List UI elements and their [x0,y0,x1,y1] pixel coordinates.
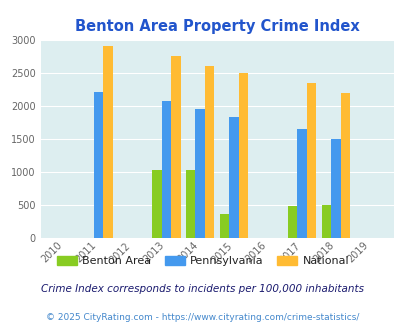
Bar [330,139,340,238]
Title: Benton Area Property Crime Index: Benton Area Property Crime Index [75,19,359,34]
Bar [220,214,229,238]
Bar [185,170,195,238]
Bar [205,66,214,238]
Bar [103,46,112,238]
Text: Crime Index corresponds to incidents per 100,000 inhabitants: Crime Index corresponds to incidents per… [41,284,364,294]
Bar [321,205,330,238]
Legend: Benton Area, Pennsylvania, National: Benton Area, Pennsylvania, National [52,251,353,271]
Bar [239,73,248,238]
Bar [171,56,180,238]
Text: © 2025 CityRating.com - https://www.cityrating.com/crime-statistics/: © 2025 CityRating.com - https://www.city… [46,313,359,322]
Bar [229,117,239,238]
Bar [296,129,306,238]
Bar [287,206,296,238]
Bar [340,93,350,238]
Bar [195,109,205,238]
Bar [306,82,315,238]
Bar [151,170,161,238]
Bar [161,101,171,238]
Bar [93,92,103,238]
